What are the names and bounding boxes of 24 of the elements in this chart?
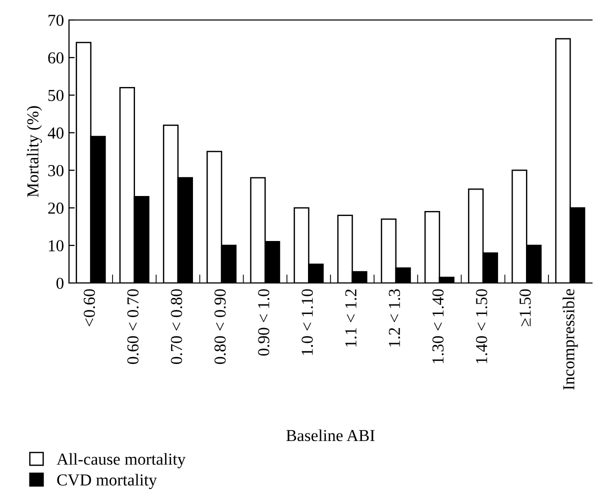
y-tick-label: 10: [48, 240, 64, 252]
y-tick-label: 20: [48, 202, 64, 214]
x-tick-label: Incompressible: [562, 289, 578, 390]
y-tick-label: 30: [48, 164, 64, 176]
x-tick-label: 0.60 < 0.70: [127, 289, 139, 364]
x-tick-label: 0.80 < 0.90: [214, 289, 226, 364]
x-tick-label: ≥1.50: [520, 289, 531, 326]
x-tick-label: <0.60: [84, 289, 96, 326]
y-tick-label: 40: [48, 127, 64, 139]
y-tick-label: 0: [56, 278, 64, 289]
x-tick-label: 0.90 < 1.0: [258, 289, 270, 356]
y-axis-title: Mortality (%): [26, 106, 42, 198]
x-tick-label: 1.1 < 1.2: [345, 289, 357, 346]
x-tick-label: 1.30 < 1.40: [432, 289, 444, 364]
legend-label: All-cause mortality: [56, 453, 186, 468]
x-tick-label: 0.70 < 0.80: [170, 289, 182, 364]
x-axis-title: Baseline ABI: [286, 429, 375, 442]
y-tick-label: 70: [48, 14, 64, 26]
x-tick-label: 1.40 < 1.50: [476, 289, 488, 364]
y-tick-label: 50: [48, 90, 64, 102]
legend-label: CVD mortality: [57, 474, 157, 489]
y-tick-label: 60: [48, 52, 64, 64]
x-tick-label: 1.0 < 1.10: [302, 289, 313, 355]
x-tick-label: 1.2 < 1.3: [388, 289, 400, 346]
